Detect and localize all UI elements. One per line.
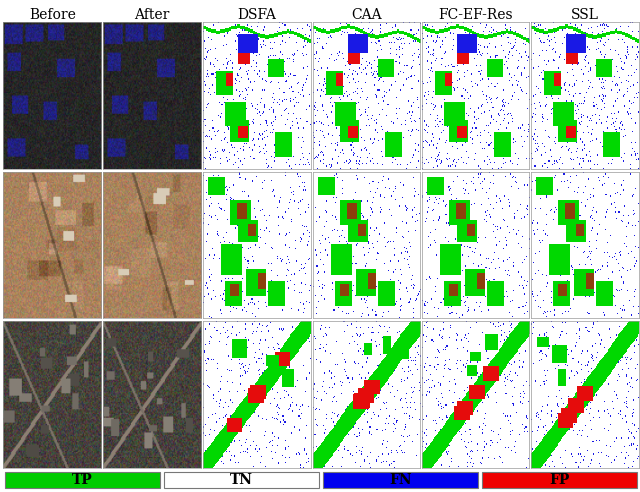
Text: FN: FN — [389, 473, 412, 487]
Bar — [5, 472, 160, 488]
Title: FC-EF-Res: FC-EF-Res — [438, 8, 513, 22]
Text: TN: TN — [230, 473, 253, 487]
Text: TP: TP — [72, 473, 93, 487]
Title: After: After — [134, 8, 170, 22]
Title: Before: Before — [29, 8, 76, 22]
Bar — [164, 472, 319, 488]
Bar — [482, 472, 637, 488]
Bar — [323, 472, 478, 488]
Title: CAA: CAA — [351, 8, 381, 22]
Text: FP: FP — [549, 473, 570, 487]
Title: SSL: SSL — [571, 8, 599, 22]
Title: DSFA: DSFA — [237, 8, 276, 22]
